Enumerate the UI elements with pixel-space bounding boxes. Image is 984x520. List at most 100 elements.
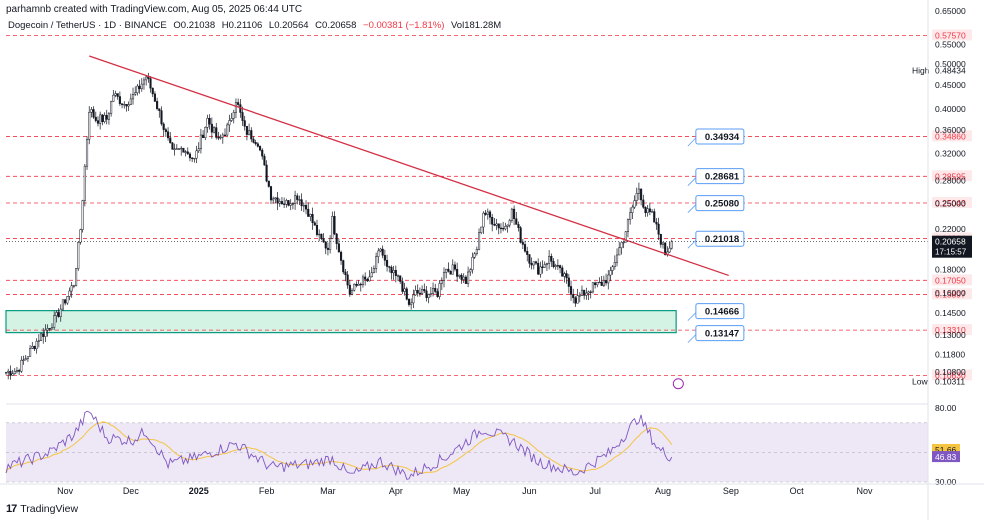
candle-up [134,92,137,95]
low-value: L0.20564 [268,20,309,31]
candle-up [563,273,566,277]
candle-down [254,142,257,145]
candle-up [83,165,86,201]
support-zone-box [5,310,677,334]
candle-down [208,117,211,125]
candle-up [438,283,441,297]
candle-down [188,153,192,159]
candle-up [427,294,430,298]
candle-down [556,265,559,267]
candle-down [243,120,246,127]
candle-down [364,276,367,280]
candle-up [350,290,354,295]
candle-down [342,260,345,273]
candle-down [167,131,170,139]
candle-down [399,275,402,282]
candle-up [372,268,375,273]
candle-down [202,134,205,139]
last-price-countdown: 17:15:57 [935,248,967,257]
candle-up [429,293,432,295]
candle-up [661,242,665,245]
candle-up [375,256,378,269]
candle-up [59,308,62,317]
rsi-line [5,410,673,480]
callout-pointer [687,239,697,249]
candle-up [85,139,89,167]
candle-up [193,157,196,160]
time-axis-tick: 2025 [189,486,209,496]
candle-down [359,283,362,286]
price-axis-tick: 0.65000 [935,6,966,16]
candle-down [125,104,128,107]
candle-up [609,270,612,276]
candle-down [644,207,647,214]
candle-up [451,264,454,275]
candle-down [280,201,283,205]
tradingview-logo-icon: 17 [6,503,17,515]
candle-down [565,273,568,279]
price-axis-tick: 0.16000 [935,288,966,298]
candle-up [136,85,139,93]
candle-down [594,282,597,286]
candle-down [237,102,240,105]
candle-up [651,211,654,213]
candle-up [635,192,638,201]
callout-pointer [687,334,697,343]
candle-up [482,212,485,228]
symbol-info: Dogecoin / TetherUS · 1D · BINANCE O0.21… [8,20,505,31]
candle-down [256,143,259,147]
level-label-bg [932,288,972,300]
candle-down [655,221,658,225]
candle-down [324,241,327,249]
candle-down [605,280,608,284]
candle-up [272,198,275,201]
candle-down [640,188,643,201]
candle-down [171,142,174,150]
price-axis-tick: 0.50000 [935,59,966,69]
symbol-title[interactable]: Dogecoin / TetherUS · 1D · BINANCE [8,20,167,31]
candle-down [160,110,163,125]
tradingview-logo[interactable]: 17 TradingView [6,503,78,515]
price-axis-tick: 0.18000 [935,264,966,274]
candle-down [355,283,358,286]
candle-down [453,264,457,270]
level-label-bg [932,274,972,286]
candle-up [195,150,198,159]
candle-down [9,370,12,376]
candle-down [296,195,299,200]
candle-up [11,373,14,376]
candle-up [543,264,546,268]
candle-down [307,208,310,217]
time-axis-tick: Jun [522,486,537,496]
candle-up [46,328,49,331]
callout-pointer [687,204,697,213]
candle-down [659,234,662,245]
candle-up [587,291,590,294]
rsi-ma-value: 51.66 [935,445,957,455]
candle-up [646,208,649,214]
candle-up [477,232,481,250]
rsi-value-badge [932,451,960,463]
candle-up [285,200,288,205]
candle-up [70,285,73,292]
callout-label: 0.21018 [705,234,739,245]
candle-up [442,272,446,281]
candle-down [499,227,502,230]
rsi-value: 46.83 [935,452,957,462]
price-axis-tick: 0.13000 [935,330,966,340]
candle-up [637,188,640,194]
candle-up [31,346,34,349]
candle-up [53,315,56,328]
candle-up [480,226,483,233]
candle-down [42,333,45,337]
candle-down [138,85,141,90]
candle-down [215,127,218,138]
candle-up [629,212,632,220]
candle-down [574,297,577,304]
candle-up [329,238,332,250]
candle-down [434,287,437,292]
time-axis-tick: May [453,486,471,496]
candle-down [517,224,520,228]
candle-down [541,266,544,268]
